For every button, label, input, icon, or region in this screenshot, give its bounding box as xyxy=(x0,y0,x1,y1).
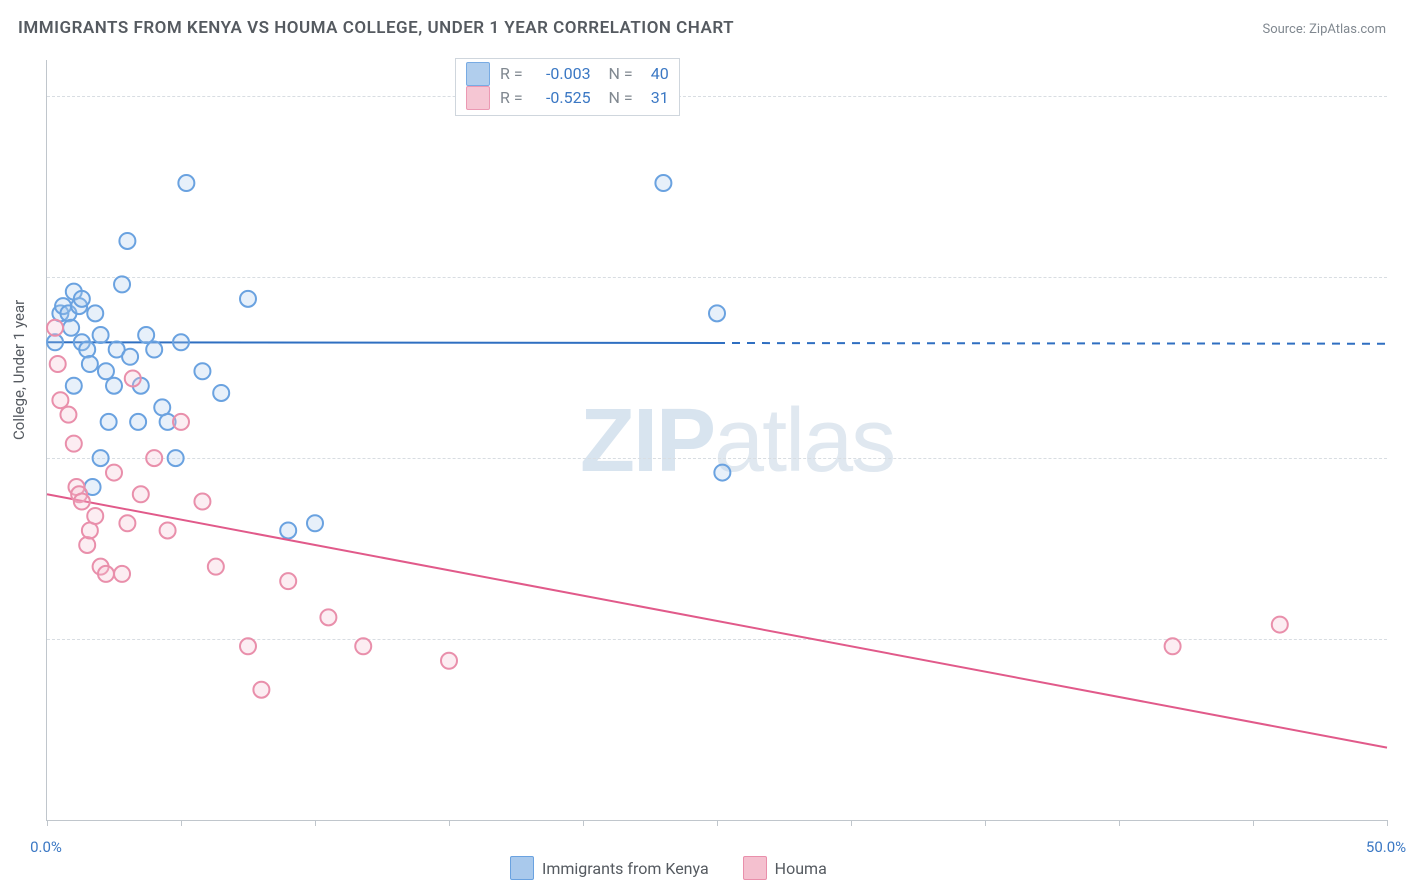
legend-swatch-houma xyxy=(743,856,767,880)
data-point-houma xyxy=(160,522,176,538)
data-point-houma xyxy=(47,320,63,336)
legend-swatch-kenya xyxy=(466,62,490,86)
data-point-kenya xyxy=(146,342,162,358)
data-point-kenya xyxy=(106,378,122,394)
data-point-kenya xyxy=(280,522,296,538)
data-point-houma xyxy=(253,682,269,698)
data-point-kenya xyxy=(709,305,725,321)
data-point-kenya xyxy=(173,334,189,350)
legend-n-value-houma: 31 xyxy=(643,87,669,109)
data-point-kenya xyxy=(240,291,256,307)
data-point-houma xyxy=(146,450,162,466)
legend-n-label: N = xyxy=(601,63,633,85)
data-point-kenya xyxy=(74,291,90,307)
data-point-kenya xyxy=(63,320,79,336)
data-point-kenya xyxy=(168,450,184,466)
legend-label-kenya: Immigrants from Kenya xyxy=(542,859,709,878)
data-point-kenya xyxy=(194,363,210,379)
legend-swatch-kenya xyxy=(510,856,534,880)
data-point-kenya xyxy=(79,342,95,358)
data-point-kenya xyxy=(93,450,109,466)
legend-r-value-kenya: -0.003 xyxy=(533,63,591,85)
x-tick xyxy=(1253,820,1254,826)
data-point-kenya xyxy=(714,465,730,481)
data-point-houma xyxy=(79,537,95,553)
data-point-kenya xyxy=(66,378,82,394)
data-point-houma xyxy=(87,508,103,524)
data-point-kenya xyxy=(87,305,103,321)
x-tick xyxy=(1387,820,1388,826)
legend-series: Immigrants from Kenya Houma xyxy=(510,856,827,880)
x-tick xyxy=(315,820,316,826)
data-point-houma xyxy=(133,486,149,502)
x-tick xyxy=(47,820,48,826)
legend-item-houma: Houma xyxy=(743,856,827,880)
x-tick xyxy=(985,820,986,826)
data-point-houma xyxy=(74,494,90,510)
y-axis-label: College, Under 1 year xyxy=(10,300,28,440)
y-tick-label: 75.0% xyxy=(1397,268,1406,286)
data-point-houma xyxy=(208,559,224,575)
y-tick-label: 100.0% xyxy=(1397,87,1406,105)
data-point-kenya xyxy=(93,327,109,343)
data-point-houma xyxy=(50,356,66,372)
y-tick-label: 25.0% xyxy=(1397,630,1406,648)
data-point-houma xyxy=(280,573,296,589)
data-point-kenya xyxy=(213,385,229,401)
legend-correlation: R = -0.003 N = 40 R = -0.525 N = 31 xyxy=(455,58,680,116)
legend-n-value-kenya: 40 xyxy=(643,63,669,85)
data-point-kenya xyxy=(138,327,154,343)
chart-title: IMMIGRANTS FROM KENYA VS HOUMA COLLEGE, … xyxy=(18,18,734,38)
data-point-kenya xyxy=(655,175,671,191)
data-point-houma xyxy=(194,494,210,510)
data-point-houma xyxy=(441,653,457,669)
x-tick xyxy=(717,820,718,826)
data-point-houma xyxy=(1165,638,1181,654)
x-tick xyxy=(583,820,584,826)
legend-corr-row-kenya: R = -0.003 N = 40 xyxy=(466,62,669,86)
data-point-kenya xyxy=(98,363,114,379)
data-point-kenya xyxy=(114,276,130,292)
data-point-kenya xyxy=(178,175,194,191)
legend-r-label: R = xyxy=(500,87,523,109)
legend-n-label: N = xyxy=(601,87,633,109)
source-label: Source: ZipAtlas.com xyxy=(1262,22,1386,37)
plot-area: 25.0%50.0%75.0%100.0% xyxy=(46,60,1387,821)
regression-line-dashed-kenya xyxy=(717,343,1387,344)
legend-swatch-houma xyxy=(466,86,490,110)
y-tick-label: 50.0% xyxy=(1397,449,1406,467)
regression-line-houma xyxy=(47,494,1387,747)
data-point-houma xyxy=(98,566,114,582)
legend-item-kenya: Immigrants from Kenya xyxy=(510,856,709,880)
data-point-kenya xyxy=(130,414,146,430)
x-tick xyxy=(1119,820,1120,826)
legend-r-label: R = xyxy=(500,63,523,85)
legend-label-houma: Houma xyxy=(775,859,827,878)
data-point-houma xyxy=(173,414,189,430)
legend-r-value-houma: -0.525 xyxy=(533,87,591,109)
data-point-houma xyxy=(119,515,135,531)
data-point-kenya xyxy=(122,349,138,365)
x-tick-label: 0.0% xyxy=(30,838,62,856)
data-point-houma xyxy=(66,436,82,452)
data-point-houma xyxy=(320,609,336,625)
data-point-houma xyxy=(114,566,130,582)
plot-svg xyxy=(47,60,1387,820)
x-tick xyxy=(449,820,450,826)
data-point-kenya xyxy=(82,356,98,372)
data-point-houma xyxy=(106,465,122,481)
data-point-kenya xyxy=(119,233,135,249)
data-point-houma xyxy=(355,638,371,654)
data-point-houma xyxy=(52,392,68,408)
x-tick xyxy=(851,820,852,826)
data-point-houma xyxy=(60,407,76,423)
data-point-houma xyxy=(240,638,256,654)
x-tick-label: 50.0% xyxy=(1366,838,1406,856)
data-point-kenya xyxy=(307,515,323,531)
legend-corr-row-houma: R = -0.525 N = 31 xyxy=(466,86,669,110)
data-point-houma xyxy=(1272,617,1288,633)
x-tick xyxy=(181,820,182,826)
data-point-houma xyxy=(125,370,141,386)
data-point-kenya xyxy=(101,414,117,430)
